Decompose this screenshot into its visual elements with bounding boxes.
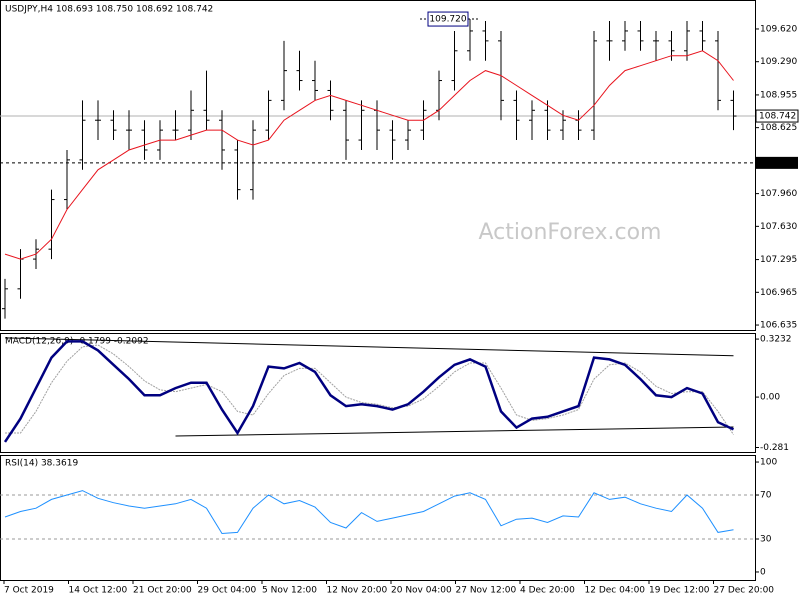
high-label-box: [427, 11, 469, 27]
y-tick-label: 108.625: [760, 123, 797, 133]
y-tick-label: 30: [760, 534, 772, 544]
y-tick-label: 106.965: [760, 288, 797, 298]
x-tick-label: 21 Oct 20:00: [133, 586, 192, 596]
rsi-panel: [0, 455, 756, 581]
price-label: 108.742: [759, 112, 796, 122]
x-tick-label: 14 Oct 12:00: [69, 586, 128, 596]
y-tick-label: -0.281: [760, 443, 789, 453]
x-tick-label: 12 Dec 04:00: [585, 586, 646, 596]
x-tick-label: 27 Dec 20:00: [714, 586, 775, 596]
rsi-line: [4, 490, 734, 535]
x-tick-label: 20 Nov 04:00: [391, 586, 452, 596]
x-tick-label: 29 Oct 04:00: [198, 586, 257, 596]
y-tick-label: 109.290: [760, 57, 797, 67]
x-tick-label: 5 Nov 12:00: [262, 586, 317, 596]
macd-line: [3, 340, 735, 443]
price-panel: [0, 0, 756, 331]
signal-line: [5, 344, 734, 435]
moving-average: [4, 50, 734, 260]
high-label: 109.720: [429, 15, 466, 25]
watermark: ActionForex.com: [479, 220, 662, 245]
x-tick-label: 19 Dec 12:00: [649, 586, 710, 596]
y-tick-label: 107.630: [760, 222, 797, 232]
level-label: 108.270: [759, 158, 796, 168]
macd-panel: [0, 333, 756, 453]
y-tick-label: 107.960: [760, 189, 797, 199]
x-tick-label: 27 Nov 12:00: [456, 586, 517, 596]
x-tick-label: 12 Nov 20:00: [327, 586, 388, 596]
price-label-box: [755, 109, 799, 123]
trendline: [175, 426, 734, 437]
trendline: [4, 337, 734, 357]
price-title: USDJPY,H4 108.693 108.750 108.692 108.74…: [5, 5, 213, 15]
y-tick-label: 0: [760, 567, 766, 577]
y-tick-label: 108.955: [760, 90, 797, 100]
level-label-box: [756, 156, 798, 169]
y-tick-label: 0.3232: [760, 335, 792, 345]
y-tick-label: 109.620: [760, 24, 797, 34]
y-tick-label: 100: [760, 458, 777, 468]
x-tick-label: 4 Dec 20:00: [520, 586, 575, 596]
y-tick-label: 107.295: [760, 255, 797, 265]
y-tick-label: 70: [760, 491, 772, 501]
y-tick-label: 106.635: [760, 321, 797, 331]
x-tick-label: 7 Oct 2019: [4, 586, 54, 596]
y-tick-label: 0.00: [760, 393, 780, 403]
rsi-title: RSI(14) 38.3619: [5, 459, 78, 469]
